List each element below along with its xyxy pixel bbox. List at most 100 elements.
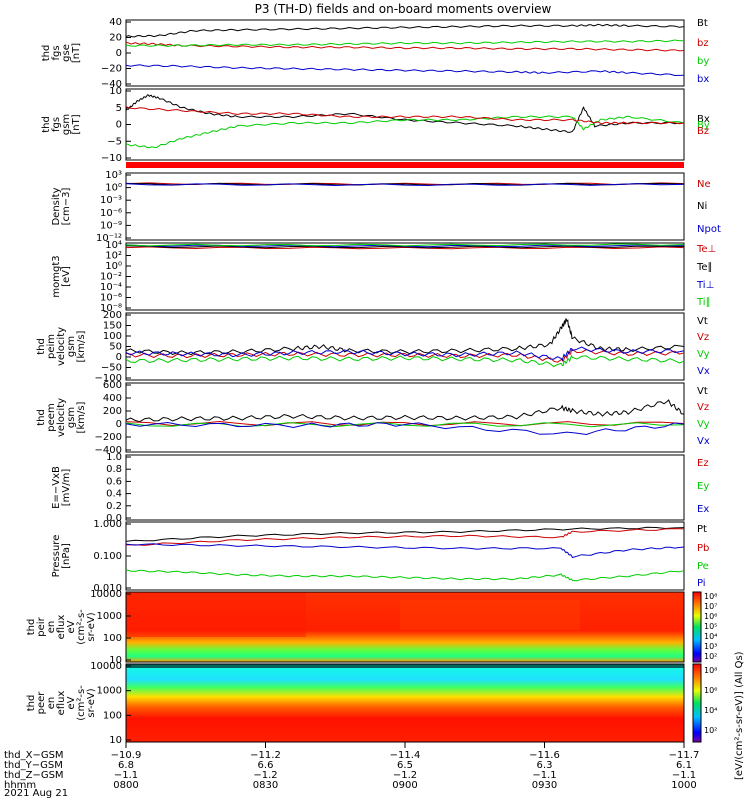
series-line-Pb — [125, 528, 685, 546]
y-axis-label: sr-eV) — [86, 612, 97, 641]
y-tick-label: 0.2 — [106, 501, 122, 512]
colorbar-tick-label: 10⁴ — [704, 632, 717, 641]
series-line-Pt — [125, 526, 685, 542]
y-axis-label: [km/s] — [76, 401, 87, 433]
x-tick-label: 0830 — [253, 780, 278, 791]
series-line-Vx — [125, 346, 685, 362]
y-axis-label: gsm — [66, 407, 77, 428]
y-tick-label: 0.4 — [106, 489, 122, 500]
x-tick-label: −1.2 — [393, 770, 417, 781]
colorbar-tick-label: 10⁶ — [704, 612, 717, 621]
legend-Pt: Pt — [697, 524, 707, 535]
panel-peem_velocity: 600 400 200 0 −200 −400 thd peem velocity gsm [km/… — [36, 380, 710, 456]
y-tick-label: 0.0 — [106, 513, 122, 524]
x-tick-label: 6.3 — [537, 760, 553, 771]
y-tick-label: 100 — [103, 331, 122, 342]
y-tick-label: −40 — [101, 79, 122, 90]
colorbar-tick-label: 10⁴ — [704, 706, 717, 715]
legend-Bt: Bt — [697, 18, 708, 29]
x-tick-label: −1.1 — [114, 770, 138, 781]
y-axis-label: peem — [46, 403, 57, 431]
x-tick-label: −11.6 — [529, 750, 560, 761]
legend-Ti⊥: Ti⊥ — [696, 280, 714, 291]
colorbar-label: [eV/(cm²-s-sr-eV)] (All Qs) — [734, 651, 745, 780]
panel-efield: 1.00.80.6 0.40.20.0 E=−VxB [mV/m] Ez Ey Ex — [51, 452, 709, 524]
y-axis-label: [km/s] — [76, 330, 87, 362]
x-tick-label: 1000 — [671, 780, 696, 791]
y-tick-label: 5 — [116, 103, 122, 114]
y-axis-label: peir — [36, 616, 47, 636]
panel-frame — [125, 19, 685, 87]
y-axis-label: momgt3 — [51, 255, 62, 297]
series-line-Bt — [125, 23, 685, 38]
legend-Bz: Bz — [697, 126, 709, 137]
series-line-Vt — [125, 317, 685, 356]
legend-Vx: Vx — [697, 436, 710, 447]
series-line-Pi — [125, 543, 685, 559]
legend-Pe: Pe — [697, 561, 709, 572]
y-tick-label: 10⁻⁶ — [100, 208, 122, 219]
y-axis-label: sr-eV) — [86, 688, 97, 717]
y-tick-label: 10⁴ — [105, 240, 122, 251]
y-tick-label: 0 — [116, 352, 122, 363]
y-tick-label: 0 — [116, 48, 122, 59]
legend-Vz: Vz — [697, 332, 709, 343]
legend-Vy: Vy — [697, 419, 710, 430]
legend-bz: bz — [697, 38, 709, 49]
legend-Npot: Npot — [697, 224, 721, 235]
series-line-By — [125, 115, 685, 149]
panel-frame — [125, 382, 685, 453]
y-tick-label: 0.6 — [106, 476, 122, 487]
series-line-Pe — [125, 569, 685, 582]
y-axis-label: (cm²-s- — [76, 685, 87, 721]
y-axis-label: [nT] — [71, 114, 82, 134]
y-axis-label: thd — [41, 116, 52, 133]
y-tick-label: 100 — [103, 710, 122, 721]
y-tick-label: 40 — [109, 17, 122, 28]
x-tick-label: −1.1 — [532, 770, 556, 781]
colorbar-tick-label: 10⁶ — [704, 686, 717, 695]
x-tick-label: −1.2 — [253, 770, 277, 781]
y-tick-label: 10000 — [90, 589, 122, 600]
y-tick-label: −400 — [95, 445, 122, 456]
y-axis-label: thd — [36, 409, 47, 426]
legend-bx: bx — [697, 74, 709, 85]
y-axis-label: en — [46, 621, 57, 634]
legend-Ne: Ne — [697, 179, 711, 190]
x-tick-label: 0900 — [392, 780, 417, 791]
legend-by: by — [697, 56, 709, 67]
y-tick-label: 600 — [103, 380, 122, 391]
y-tick-label: 0 — [116, 419, 122, 430]
colorbar-tick-label: 10³ — [704, 642, 717, 651]
series-line-Vz — [125, 420, 685, 427]
y-axis-label: gse — [61, 44, 72, 62]
y-axis-label: gsm — [61, 114, 72, 135]
y-tick-label: 10² — [105, 251, 122, 262]
x-tick-label: −10.9 — [111, 750, 142, 761]
legend-Te∥: Te∥ — [696, 262, 713, 273]
x-row-label: thd_X−GSM — [4, 750, 64, 761]
x-tick-label: 6.5 — [397, 760, 413, 771]
x-tick-label: 0930 — [532, 780, 557, 791]
y-tick-label: 200 — [103, 310, 122, 321]
legend-Vt: Vt — [697, 386, 708, 397]
y-tick-label: 10000 — [90, 661, 122, 672]
legend-Ez: Ez — [697, 458, 709, 469]
legend-Bx: Bx — [697, 114, 710, 125]
legend-Vt: Vt — [697, 316, 708, 327]
y-axis-label: peer — [36, 691, 47, 715]
series-line-Vy — [125, 354, 685, 368]
colorbar-tick-label: 10⁸ — [704, 666, 717, 675]
x-tick-label: −11.4 — [390, 750, 421, 761]
y-tick-label: 10 — [109, 735, 122, 746]
colorbar-tick-label: 10⁸ — [704, 592, 717, 601]
y-tick-label: 1.0 — [106, 452, 122, 463]
y-axis-label: eflux — [56, 615, 67, 640]
series-line-bx — [125, 64, 685, 77]
y-tick-label: 200 — [103, 406, 122, 417]
y-axis-label: eflux — [56, 691, 67, 716]
legend-Ey: Ey — [697, 481, 709, 492]
